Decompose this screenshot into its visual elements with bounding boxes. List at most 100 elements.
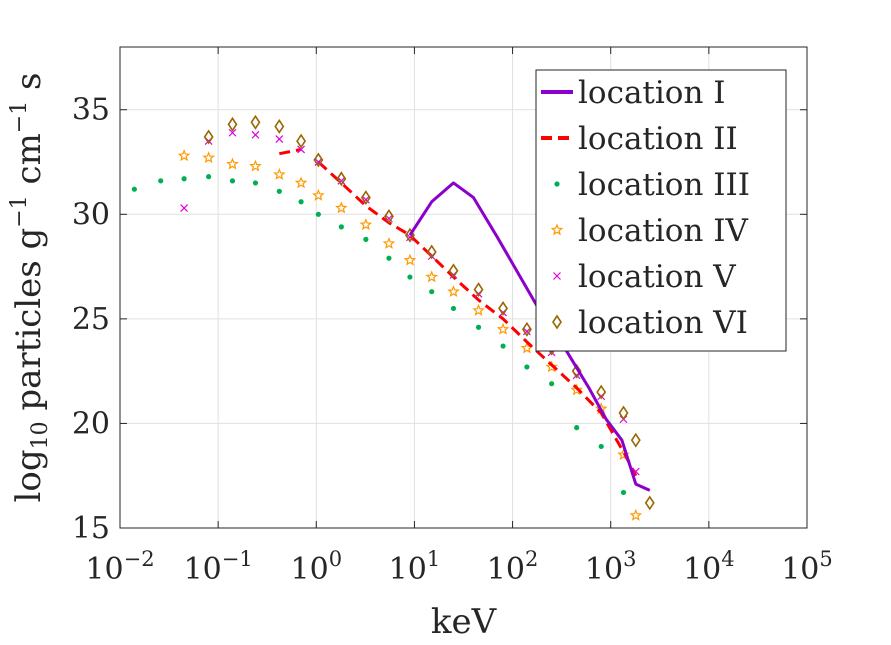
legend-item-location-v: location V	[553, 259, 736, 295]
y-label-mid2: cm	[9, 133, 49, 195]
location-vi-point	[644, 495, 655, 511]
location-iv-point	[382, 236, 396, 249]
location-iii-point	[620, 489, 627, 496]
y-label-sub: 10	[28, 421, 53, 449]
location-vi-point	[383, 208, 394, 224]
location-iv-point	[335, 201, 348, 214]
location-iii-point	[524, 364, 530, 370]
location-iv-point	[403, 253, 417, 266]
location-iv-point	[425, 270, 439, 283]
location-v-point	[522, 327, 531, 336]
location-vi-point	[227, 116, 238, 132]
location-vi-point	[448, 263, 459, 279]
axes-box	[119, 46, 808, 529]
series-layer	[131, 114, 655, 521]
x-tick-label: 10−1	[184, 547, 253, 587]
location-iii-point	[386, 255, 392, 261]
location-iii-point	[206, 174, 212, 180]
y-label-mid: particles g	[9, 228, 49, 422]
series-location-ii	[279, 148, 638, 477]
location-iii-point	[475, 324, 482, 330]
series-location-iv	[177, 149, 643, 521]
x-tick-label: 101	[389, 547, 441, 587]
y-label-sup1: −1	[7, 195, 32, 227]
legend-swatch	[553, 272, 561, 280]
location-iii-point	[338, 224, 344, 230]
legend-label: location VI	[578, 305, 748, 341]
location-iv-point	[226, 157, 239, 170]
series-location-iii	[131, 174, 627, 496]
location-vi-point	[630, 432, 641, 448]
location-vi-point	[274, 119, 285, 134]
legend: location I location II location III locatio…	[535, 69, 787, 352]
location-iii-point	[450, 305, 457, 312]
location-vi-point	[250, 114, 261, 130]
legend-swatch	[554, 181, 560, 187]
legend-item-location-iii: location III	[554, 167, 750, 203]
location-iii-point	[229, 178, 236, 184]
y-axis-label: log10 particles g−1 cm−1 s	[7, 72, 53, 502]
axes	[119, 46, 808, 529]
location-v-point	[314, 158, 323, 166]
legend-item-location-vi: location VI	[552, 305, 748, 341]
location-iii-point	[363, 236, 369, 242]
location-iii-point	[252, 180, 259, 186]
legend-item-location-iv: location IV	[550, 213, 749, 249]
location-vi-point	[618, 405, 629, 421]
location-iii-point	[429, 289, 435, 295]
location-iii-point	[574, 425, 580, 431]
location-vi-point	[426, 244, 437, 260]
location-vi-point	[596, 384, 607, 400]
y-tick-label: 30	[72, 197, 110, 232]
location-vi-point	[313, 152, 324, 168]
y-label-end: s	[9, 72, 49, 100]
y-tick-label: 20	[72, 406, 110, 441]
x-tick-label: 100	[291, 547, 343, 587]
location-v-point	[180, 204, 189, 212]
location-vi-point	[571, 363, 582, 379]
location-iii-point	[407, 274, 413, 280]
location-vi-point	[296, 133, 307, 149]
x-tick-label: 105	[781, 547, 833, 587]
location-ii-line	[317, 160, 638, 477]
location-iii-point	[131, 186, 137, 192]
y-label-sup2: −1	[7, 101, 32, 133]
x-tick-label: 104	[683, 547, 735, 587]
legend-item-location-ii: location II	[541, 121, 738, 157]
y-tick-label: 15	[72, 511, 110, 546]
location-vi-point	[498, 300, 509, 316]
x-tick-label: 102	[487, 547, 539, 587]
location-iv-point	[472, 303, 485, 316]
location-iv-point	[249, 159, 262, 172]
location-v-point	[385, 214, 393, 223]
y-label-base: log	[9, 449, 49, 502]
location-vi-point	[473, 282, 484, 298]
location-iv-point	[570, 383, 583, 396]
location-vi-point	[360, 190, 371, 206]
location-v-point	[275, 135, 284, 143]
location-v-point	[297, 145, 306, 154]
location-v-point	[228, 128, 237, 137]
legend-label: location II	[578, 121, 738, 157]
legend-box	[535, 69, 787, 352]
location-iv-point	[294, 176, 308, 189]
location-ii-line	[279, 148, 302, 156]
y-tick-label: 25	[72, 302, 110, 337]
legend-label: location V	[578, 259, 736, 295]
location-iii-point	[276, 188, 282, 194]
location-v-point	[337, 176, 346, 185]
location-iv-point	[312, 188, 325, 201]
location-iii-point	[500, 343, 506, 349]
legend-swatch	[552, 314, 562, 330]
location-iv-point	[447, 285, 460, 298]
location-v-point	[361, 195, 370, 204]
location-iv-point	[629, 508, 643, 521]
location-iv-point	[359, 218, 373, 231]
tick-labels: 10−2 10−1 100 101 102 103 104 105 15 20 25 30 35	[72, 93, 833, 587]
x-axis-label: keV	[431, 602, 498, 642]
legend-label: location III	[578, 167, 750, 203]
location-vi-point	[521, 321, 532, 337]
location-iii-point	[549, 381, 555, 387]
x-tick-label: 10−2	[85, 547, 154, 587]
